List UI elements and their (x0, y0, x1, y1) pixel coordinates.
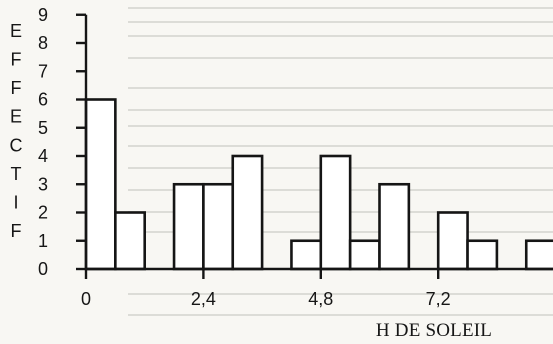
x-tick-label: 7,2 (426, 289, 451, 309)
y-axis-title-letter: E (10, 21, 22, 41)
x-axis-ticks: 0 2,4 4,8 7,2 (81, 269, 451, 309)
y-tick-label: 5 (38, 118, 48, 138)
y-axis-title-letter: C (10, 135, 23, 155)
x-tick-label: 2,4 (191, 289, 216, 309)
y-tick-label: 8 (38, 33, 48, 53)
histogram-bar (114, 211, 146, 271)
y-axis-title-letter: E (10, 107, 22, 127)
histogram-bar (84, 98, 117, 271)
histogram-bars (84, 98, 553, 271)
y-axis-title-letter: F (11, 50, 22, 70)
y-tick-label: 9 (38, 5, 48, 25)
histogram-bar (348, 239, 381, 271)
chart-axes (84, 14, 553, 271)
histogram-bar (202, 182, 235, 271)
y-tick-label: 3 (38, 174, 48, 194)
histogram-bar (378, 182, 411, 271)
y-tick-label: 1 (38, 231, 48, 251)
y-tick-label: 4 (38, 146, 48, 166)
y-axis-title-letter: F (11, 221, 22, 241)
y-axis-ticks: 0 1 2 3 4 5 6 7 8 9 (38, 5, 86, 279)
x-tick-label: 0 (81, 289, 91, 309)
y-tick-label: 2 (38, 203, 48, 223)
histogram-bar (290, 239, 323, 271)
x-tick-label: 4,8 (308, 289, 333, 309)
y-axis-title-letter: F (11, 78, 22, 98)
y-tick-label: 0 (38, 259, 48, 279)
histogram-bar (466, 239, 499, 271)
y-axis-title-letter: I (13, 192, 18, 212)
y-axis-title-letter: T (11, 164, 22, 184)
histogram-bar (524, 239, 553, 271)
x-axis-title: H DE SOLEIL (376, 320, 492, 341)
y-tick-label: 7 (38, 61, 48, 81)
y-tick-label: 6 (38, 90, 48, 110)
histogram-bar (231, 154, 264, 271)
histogram-bar (436, 211, 469, 271)
histogram-bar (319, 154, 352, 271)
histogram-bar (172, 182, 205, 271)
